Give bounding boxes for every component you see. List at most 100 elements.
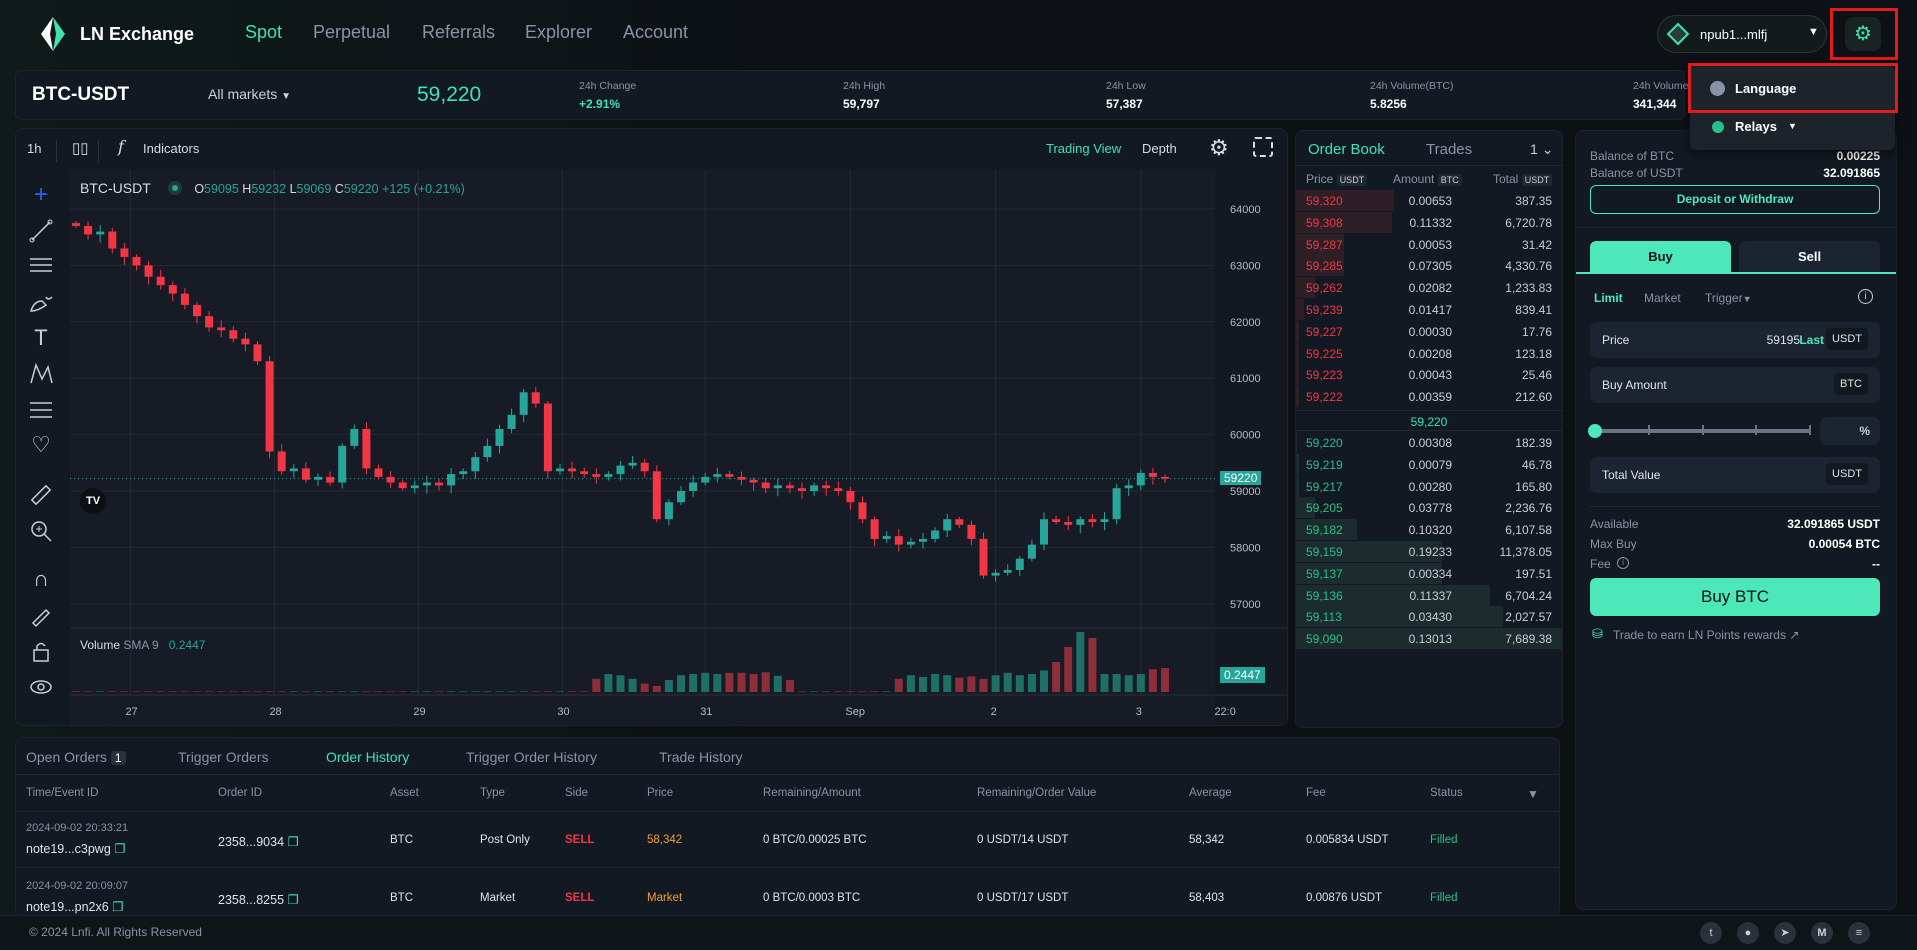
ruler-icon[interactable]	[28, 482, 54, 508]
lock-pencil-icon[interactable]	[28, 602, 54, 628]
depth-tab[interactable]: Depth	[1142, 141, 1177, 156]
order-type-limit[interactable]: Limit	[1594, 291, 1623, 305]
prediction-icon[interactable]	[28, 397, 54, 423]
gitbook-icon[interactable]: ≡	[1848, 922, 1870, 944]
bids-row[interactable]: 59,205 0.03778 2,236.76	[1296, 497, 1562, 519]
magnet-icon[interactable]: ∩	[33, 566, 49, 591]
telegram-icon[interactable]: ➤	[1774, 922, 1796, 944]
tab-order-book[interactable]: Order Book	[1308, 141, 1385, 158]
interval-button[interactable]: 1h	[27, 141, 42, 156]
eye-icon[interactable]	[28, 674, 54, 700]
info-icon[interactable]: i	[1858, 289, 1873, 304]
order-type-trigger[interactable]: Trigger▼	[1705, 291, 1752, 305]
crosshair-icon[interactable]: +	[33, 181, 48, 208]
last-price-button[interactable]: Last	[1799, 333, 1824, 347]
gear-icon: ⚙	[1854, 23, 1872, 45]
candle-body	[108, 231, 117, 249]
trend-line-icon[interactable]	[28, 218, 54, 244]
rewards-link[interactable]: Trade to earn LN Points rewards ↗	[1613, 628, 1799, 642]
brush-icon[interactable]	[28, 289, 54, 315]
tab-trigger-orders[interactable]: Trigger Orders	[178, 749, 269, 765]
bids-row[interactable]: 59,137 0.00334 197.51	[1296, 562, 1562, 584]
wallet-button[interactable]: npub1...mlfj ▼	[1657, 15, 1827, 53]
copy-icon[interactable]: ❐	[114, 842, 126, 856]
chart-area[interactable]: 64000 63000 62000 61000 60000 59000 58000 57000…	[70, 170, 1287, 725]
copy-icon[interactable]: ❐	[287, 835, 299, 849]
slider-handle[interactable]	[1588, 424, 1602, 438]
asks-row[interactable]: 59,222 0.00359 212.60	[1296, 386, 1562, 408]
volume-bar	[882, 691, 891, 692]
order-type-market[interactable]: Market	[1644, 291, 1681, 305]
asks-row[interactable]: 59,227 0.00030 17.76	[1296, 320, 1562, 342]
cell-text: Filled	[1430, 892, 1458, 904]
settings-gear-button[interactable]: ⚙	[1845, 17, 1881, 51]
copy-icon[interactable]: ❐	[287, 893, 299, 907]
buy-amount-field[interactable]: Buy Amount BTC	[1590, 367, 1880, 403]
ob-total: 182.39	[1515, 436, 1552, 450]
bids-row[interactable]: 59,159 0.19233 11,378.05	[1296, 541, 1562, 562]
asks-row[interactable]: 59,223 0.00043 25.46	[1296, 364, 1562, 386]
horizontal-lines-icon[interactable]	[28, 253, 54, 279]
twitter-icon[interactable]: t	[1700, 922, 1722, 944]
chart-settings-icon[interactable]: ⚙	[1209, 135, 1229, 160]
bids-row[interactable]: 59,182 0.10320 6,107.58	[1296, 519, 1562, 541]
buy-btc-button[interactable]: Buy BTC	[1590, 578, 1880, 616]
candle-type-icon[interactable]: ▯▯	[72, 140, 89, 157]
ob-price: 59,159	[1306, 545, 1343, 559]
bids-row[interactable]: 59,220 0.00308 182.39	[1296, 432, 1562, 453]
nav-referrals[interactable]: Referrals	[422, 22, 496, 42]
trading-view-tab[interactable]: Trading View	[1046, 141, 1122, 156]
nav-account[interactable]: Account	[623, 22, 689, 42]
bids-row[interactable]: 59,113 0.03430 2,027.57	[1296, 606, 1562, 628]
sell-tab[interactable]: Sell	[1739, 241, 1880, 272]
asks-row[interactable]: 59,285 0.07305 4,330.76	[1296, 255, 1562, 277]
bids-row[interactable]: 59,090 0.13013 7,689.38	[1296, 628, 1562, 650]
all-markets-dropdown[interactable]: All markets ▼	[208, 86, 291, 102]
fx-icon: f	[118, 137, 124, 156]
copy-icon[interactable]: ❐	[112, 900, 124, 914]
indicators-button[interactable]: Indicators	[143, 141, 200, 156]
candle-body	[132, 256, 141, 266]
github-icon[interactable]: ●	[1737, 922, 1759, 944]
menu-item-relays[interactable]: Relays ▼	[1690, 112, 1895, 142]
price-field[interactable]: Price 59195 Last USDT	[1590, 322, 1880, 358]
asks-row[interactable]: 59,225 0.00208 123.18	[1296, 342, 1562, 364]
asks-row[interactable]: 59,239 0.01417 839.41	[1296, 299, 1562, 320]
menu-item-language[interactable]: Language	[1690, 72, 1895, 106]
price-input[interactable]: 59195	[1766, 333, 1800, 347]
deposit-withdraw-button[interactable]: Deposit or Withdraw	[1590, 185, 1880, 214]
nav-explorer[interactable]: Explorer	[525, 22, 593, 42]
tab-trigger-order-history[interactable]: Trigger Order History	[466, 749, 597, 765]
zoom-in-icon[interactable]	[28, 518, 54, 544]
pattern-icon[interactable]	[28, 361, 54, 387]
asks-row[interactable]: 59,262 0.02082 1,233.83	[1296, 277, 1562, 299]
fee-info-icon[interactable]: i	[1617, 557, 1629, 569]
fullscreen-icon[interactable]	[1253, 137, 1273, 157]
nav-perpetual[interactable]: Perpetual	[313, 22, 391, 42]
heart-icon[interactable]: ♡	[31, 432, 51, 457]
tab-trade-history[interactable]: Trade History	[659, 749, 743, 765]
tab-trades[interactable]: Trades	[1426, 141, 1473, 158]
percent-input[interactable]: %	[1820, 417, 1880, 445]
asks-row[interactable]: 59,308 0.11332 6,720.78	[1296, 211, 1562, 233]
lock-icon[interactable]	[28, 638, 54, 664]
text-tool-icon[interactable]: T	[34, 325, 48, 350]
tab-order-history[interactable]: Order History	[326, 749, 410, 765]
asks-row[interactable]: 59,320 0.00653 387.35	[1296, 190, 1562, 211]
depth-bar	[1296, 277, 1315, 299]
candlestick-chart[interactable]: 64000 63000 62000 61000 60000 59000 58000 57000…	[70, 170, 1287, 725]
bids-row[interactable]: 59,219 0.00079 46.78	[1296, 453, 1562, 475]
highlight-box	[1688, 63, 1898, 113]
filter-icon[interactable]: ▼	[1527, 787, 1539, 801]
total-value-field[interactable]: Total Value USDT	[1590, 457, 1880, 493]
bids-row[interactable]: 59,217 0.00280 165.80	[1296, 475, 1562, 497]
precision-dropdown[interactable]: 1 ⌄	[1530, 141, 1553, 158]
medium-icon[interactable]: M	[1811, 922, 1833, 944]
nav-spot[interactable]: Spot	[245, 22, 283, 42]
candle-body	[713, 474, 722, 477]
tab-open-orders[interactable]: Open Orders 1	[26, 749, 126, 765]
asks-row[interactable]: 59,287 0.00053 31.42	[1296, 233, 1562, 255]
candle-body	[810, 485, 819, 491]
buy-tab[interactable]: Buy	[1590, 241, 1731, 273]
bids-row[interactable]: 59,136 0.11337 6,704.24	[1296, 584, 1562, 606]
